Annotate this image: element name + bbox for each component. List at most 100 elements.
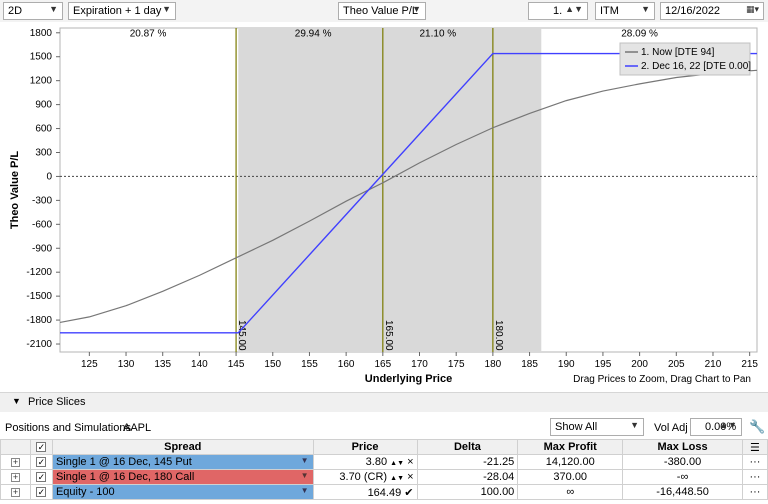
remove-icon[interactable]: ×: [407, 456, 414, 468]
header-spread[interactable]: Spread: [51, 439, 314, 455]
strike-label: 145.00: [236, 320, 247, 351]
row-spread[interactable]: Equity - 100 ▼: [51, 484, 314, 500]
row-menu[interactable]: ···: [741, 469, 768, 485]
checkbox-icon[interactable]: ✓: [36, 472, 47, 482]
price-value: 164.49: [367, 486, 402, 499]
row-checkbox[interactable]: ✓: [29, 469, 53, 485]
chevron-down-icon: ▼: [630, 420, 639, 430]
quantity-stepper[interactable]: 1. ▲▼: [528, 2, 588, 20]
row-spread[interactable]: Single 1 @ 16 Dec, 145 Put ▼: [51, 454, 314, 470]
y-tick-label: -300: [32, 195, 52, 206]
time-offset-value: Expiration + 1 day: [73, 5, 162, 17]
checkbox-icon[interactable]: ✓: [36, 487, 47, 497]
spin-icon[interactable]: ▲▼: [390, 460, 404, 467]
table-row[interactable]: + ✓ Equity - 100 ▼ 164.49 ✔ 100.00 ∞ -16,…: [0, 484, 768, 500]
chevron-down-icon[interactable]: ▼: [300, 471, 309, 480]
y-tick-label: -1500: [26, 291, 52, 302]
price-value: 3.80: [365, 456, 388, 468]
y-metric-dropdown[interactable]: Theo Value P/L ▼: [338, 2, 426, 20]
pl-chart-svg[interactable]: -2100 -1800 -1500 -1200 -900 -600 -300 0 300 600 9…: [0, 22, 768, 392]
header-select-all[interactable]: ✓: [29, 439, 53, 455]
row-menu[interactable]: ···: [741, 454, 768, 470]
chevron-down-icon[interactable]: ▼: [300, 456, 309, 465]
remove-icon[interactable]: ×: [407, 471, 414, 483]
row-expand[interactable]: +: [0, 454, 31, 470]
y-tick-label: -1800: [26, 315, 52, 326]
positions-header: Positions and Simulations AAPL Show All ▼…: [0, 416, 768, 438]
positions-filter-dropdown[interactable]: Show All ▼: [550, 418, 644, 436]
strike-label: 180.00: [493, 320, 504, 351]
date-picker[interactable]: 12/16/2022 ▦▾: [660, 2, 764, 20]
more-icon[interactable]: ···: [749, 471, 761, 483]
pl-chart[interactable]: -2100 -1800 -1500 -1200 -900 -600 -300 0 300 600 9…: [0, 22, 768, 392]
view-mode-dropdown[interactable]: 2D ▼: [3, 2, 63, 20]
x-tick-label: 145: [228, 359, 245, 370]
header-max-profit[interactable]: Max Profit: [517, 439, 624, 455]
row-delta: 100.00: [416, 484, 519, 500]
table-header-row: ✓ Spread Price Delta Max Profit Max Loss…: [0, 439, 768, 455]
row-delta: -28.04: [416, 469, 519, 485]
checkbox-icon[interactable]: ✓: [36, 457, 47, 467]
time-offset-dropdown[interactable]: Expiration + 1 day ▼: [68, 2, 176, 20]
chevron-down-icon: ▼: [49, 4, 58, 14]
row-expand[interactable]: +: [0, 469, 31, 485]
row-max-loss: -16,448.50: [622, 484, 743, 500]
row-checkbox[interactable]: ✓: [29, 484, 53, 500]
row-expand[interactable]: +: [0, 484, 31, 500]
x-tick-label: 155: [301, 359, 318, 370]
y-tick-label: 900: [35, 100, 52, 111]
x-tick-label: 205: [668, 359, 685, 370]
spread-label: Single 1 @ 16 Dec, 180 Call: [55, 471, 195, 483]
moneyness-value: ITM: [600, 5, 619, 17]
price-slices-bar[interactable]: ▼ Price Slices: [0, 392, 768, 412]
strike-label: 165.00: [383, 320, 394, 351]
table-row[interactable]: + ✓ Single 1 @ 16 Dec, 145 Put ▼ 3.80 ▲▼ …: [0, 454, 768, 470]
y-tick-label: 1200: [30, 76, 53, 87]
check-icon[interactable]: ✔: [404, 486, 414, 499]
header-delta[interactable]: Delta: [416, 439, 519, 455]
header-menu[interactable]: ☰: [741, 439, 768, 455]
chevron-down-icon: ▼: [412, 4, 421, 14]
vol-adj-stepper[interactable]: 0.00% ▲▼: [690, 418, 742, 436]
menu-icon[interactable]: ☰: [750, 441, 760, 454]
table-row[interactable]: + ✓ Single 1 @ 16 Dec, 180 Call ▼ 3.70 (C…: [0, 469, 768, 485]
probability-label: 29.94 %: [295, 28, 332, 39]
expand-plus-icon[interactable]: +: [10, 487, 20, 497]
row-price[interactable]: 3.70 (CR) ▲▼ ×: [312, 469, 418, 485]
moneyness-dropdown[interactable]: ITM ▼: [595, 2, 655, 20]
header-max-loss[interactable]: Max Loss: [622, 439, 743, 455]
row-max-profit: ∞: [517, 484, 624, 500]
spin-icon[interactable]: ▲▼: [719, 420, 737, 430]
checkbox-icon[interactable]: ✓: [36, 442, 47, 452]
header-price[interactable]: Price: [312, 439, 418, 455]
expand-plus-icon[interactable]: +: [10, 457, 20, 467]
x-tick-label: 140: [191, 359, 208, 370]
x-tick-label: 215: [741, 359, 758, 370]
x-tick-label: 180: [485, 359, 502, 370]
x-axis-label: Underlying Price: [365, 373, 452, 385]
quantity-value: 1.: [553, 5, 563, 17]
x-tick-label: 160: [338, 359, 355, 370]
positions-table: ✓ Spread Price Delta Max Profit Max Loss…: [0, 439, 768, 500]
y-tick-label: 1800: [30, 28, 53, 39]
wrench-icon[interactable]: 🔧: [749, 419, 766, 434]
y-tick-label: -900: [32, 243, 52, 254]
row-checkbox[interactable]: ✓: [29, 454, 53, 470]
row-price[interactable]: 3.80 ▲▼ ×: [312, 454, 418, 470]
spin-icon[interactable]: ▲▼: [390, 475, 404, 482]
row-price[interactable]: 164.49 ✔: [312, 484, 418, 500]
expand-plus-icon[interactable]: +: [10, 472, 20, 482]
collapse-arrow-icon[interactable]: ▼: [12, 396, 21, 406]
row-max-loss: -380.00: [622, 454, 743, 470]
profit-zone-shade: [238, 28, 542, 352]
splitter-handle[interactable]: ....: [377, 410, 390, 419]
more-icon[interactable]: ···: [749, 486, 761, 498]
row-menu[interactable]: ···: [741, 484, 768, 500]
spin-icon[interactable]: ▲▼: [565, 4, 583, 14]
more-icon[interactable]: ···: [749, 456, 761, 468]
calendar-icon[interactable]: ▦▾: [745, 4, 759, 14]
x-tick-label: 135: [154, 359, 171, 370]
chevron-down-icon[interactable]: ▼: [300, 486, 309, 495]
row-spread[interactable]: Single 1 @ 16 Dec, 180 Call ▼: [51, 469, 314, 485]
y-tick-label: 0: [46, 171, 52, 182]
